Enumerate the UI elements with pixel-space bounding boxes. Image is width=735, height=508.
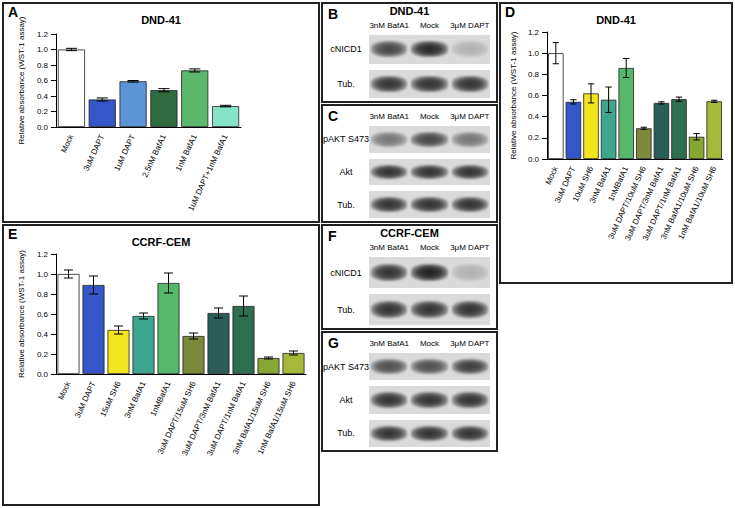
html-text:3nM BafA1: 3nM BafA1 bbox=[369, 112, 409, 121]
svg-text:3uM DAPT/15uM SH6: 3uM DAPT/15uM SH6 bbox=[156, 380, 198, 456]
html-text:Mock: Mock bbox=[419, 21, 439, 30]
html-text:pAKT S473: pAKT S473 bbox=[323, 361, 369, 372]
svg-text:10uM SH6: 10uM SH6 bbox=[571, 165, 596, 204]
svg-text:1.2: 1.2 bbox=[37, 30, 49, 39]
svg-text:1nM BafA1/10uM SH6: 1nM BafA1/10uM SH6 bbox=[677, 165, 719, 241]
svg-text:1uM DAPT+1nM BafA1: 1uM DAPT+1nM BafA1 bbox=[186, 133, 230, 213]
svg-text:0.4: 0.4 bbox=[528, 112, 540, 121]
svg-text:1nMBafA1: 1nMBafA1 bbox=[606, 165, 631, 203]
svg-text:A: A bbox=[8, 4, 19, 20]
svg-text:0.2: 0.2 bbox=[37, 107, 49, 116]
svg-text:1.0: 1.0 bbox=[37, 45, 49, 54]
svg-text:1uM DAPT: 1uM DAPT bbox=[112, 133, 137, 172]
svg-text:2.5nM BafA1: 2.5nM BafA1 bbox=[140, 133, 168, 179]
html-text:cNICD1: cNICD1 bbox=[330, 267, 362, 278]
svg-text:Relative absorbance (WST-1 ass: Relative absorbance (WST-1 assay) bbox=[17, 16, 26, 144]
svg-text:1.2: 1.2 bbox=[37, 250, 49, 259]
html-text:Tub.: Tub. bbox=[337, 78, 355, 89]
svg-text:3nM BafA1: 3nM BafA1 bbox=[587, 165, 613, 205]
html-text:3nM BafA1: 3nM BafA1 bbox=[369, 243, 409, 252]
svg-text:1nM BafA1: 1nM BafA1 bbox=[174, 133, 199, 173]
svg-text:Mock: Mock bbox=[56, 380, 72, 401]
html-text:B: B bbox=[328, 6, 339, 22]
svg-text:0.6: 0.6 bbox=[37, 76, 49, 85]
svg-text:Relative absorbance (WST-1 ass: Relative absorbance (WST-1 assay) bbox=[509, 31, 518, 159]
html-text:Tub.: Tub. bbox=[337, 428, 355, 439]
svg-text:0.2: 0.2 bbox=[528, 133, 540, 142]
svg-text:DND-41: DND-41 bbox=[141, 14, 181, 26]
html-text:3μM DAPT: 3μM DAPT bbox=[450, 243, 490, 252]
html-text:Mock: Mock bbox=[419, 339, 439, 348]
html-text:C: C bbox=[328, 108, 339, 124]
html-text:3nM BafA1: 3nM BafA1 bbox=[369, 339, 409, 348]
svg-text:0.8: 0.8 bbox=[528, 70, 540, 79]
svg-text:Mock: Mock bbox=[544, 165, 560, 186]
html-text:Mock: Mock bbox=[419, 243, 439, 252]
svg-text:0.8: 0.8 bbox=[37, 61, 49, 70]
svg-text:3uM DAPT: 3uM DAPT bbox=[73, 380, 98, 419]
svg-text:3nM BafA1: 3nM BafA1 bbox=[123, 380, 148, 420]
svg-text:1.0: 1.0 bbox=[37, 270, 49, 279]
svg-text:0.8: 0.8 bbox=[37, 290, 49, 299]
svg-text:0.4: 0.4 bbox=[37, 92, 49, 101]
html-text:DND-41: DND-41 bbox=[389, 5, 430, 17]
svg-text:Relative absorbance (WST-1 ass: Relative absorbance (WST-1 assay) bbox=[17, 250, 26, 378]
svg-text:D: D bbox=[505, 4, 515, 20]
svg-text:3uM DAPT/3nM BafA1: 3uM DAPT/3nM BafA1 bbox=[180, 380, 223, 458]
svg-text:3uM DAPT/1nM BafA1: 3uM DAPT/1nM BafA1 bbox=[205, 380, 248, 458]
html-text:3μM DAPT: 3μM DAPT bbox=[450, 112, 490, 121]
svg-text:0.4: 0.4 bbox=[37, 330, 49, 339]
svg-text:3uM DAPT: 3uM DAPT bbox=[552, 165, 578, 205]
html-text:Tub.: Tub. bbox=[337, 304, 355, 315]
svg-text:1nM BafA1/15uM SH6: 1nM BafA1/15uM SH6 bbox=[256, 380, 298, 456]
svg-text:15uM SH6: 15uM SH6 bbox=[98, 380, 122, 418]
svg-text:0.0: 0.0 bbox=[37, 123, 49, 132]
html-text:3μM DAPT: 3μM DAPT bbox=[450, 21, 490, 30]
svg-text:0.2: 0.2 bbox=[37, 350, 49, 359]
svg-text:3uM DAPT/3nM BafA1: 3uM DAPT/3nM BafA1 bbox=[623, 165, 666, 243]
html-text:pAKT S473: pAKT S473 bbox=[323, 134, 369, 145]
svg-text:3uM DAPT/10uM SH6: 3uM DAPT/10uM SH6 bbox=[606, 165, 648, 241]
html-text:Tub.: Tub. bbox=[337, 199, 355, 210]
html-text:G: G bbox=[328, 335, 339, 351]
html-text:Akt: Akt bbox=[339, 167, 353, 177]
svg-text:0.0: 0.0 bbox=[528, 155, 540, 164]
svg-text:3uM DAPT: 3uM DAPT bbox=[82, 133, 107, 172]
svg-text:3uM DAPT/1nM BafA1: 3uM DAPT/1nM BafA1 bbox=[640, 165, 684, 243]
svg-text:CCRF-CEM: CCRF-CEM bbox=[132, 236, 191, 248]
svg-text:0.0: 0.0 bbox=[37, 370, 49, 379]
html-text:Mock: Mock bbox=[419, 112, 439, 121]
html-text:F: F bbox=[328, 228, 337, 244]
svg-text:1.0: 1.0 bbox=[528, 49, 540, 58]
svg-text:1nMBafA1: 1nMBafA1 bbox=[149, 380, 173, 418]
svg-text:DND-41: DND-41 bbox=[596, 14, 636, 26]
svg-text:0.6: 0.6 bbox=[37, 310, 49, 319]
svg-text:3nM BafA1/10uM SH6: 3nM BafA1/10uM SH6 bbox=[658, 165, 701, 241]
svg-text:0.6: 0.6 bbox=[528, 91, 540, 100]
html-text:3μM DAPT: 3μM DAPT bbox=[450, 339, 490, 348]
svg-text:3nM BafA1/15uM SH6: 3nM BafA1/15uM SH6 bbox=[230, 380, 273, 456]
svg-text:1.2: 1.2 bbox=[528, 28, 540, 37]
html-text:Akt: Akt bbox=[339, 395, 353, 405]
html-text:3nM BafA1: 3nM BafA1 bbox=[369, 21, 409, 30]
svg-text:E: E bbox=[8, 226, 17, 242]
html-text:cNICD1: cNICD1 bbox=[330, 44, 362, 55]
svg-text:Mock: Mock bbox=[59, 133, 75, 154]
html-text:CCRF-CEM: CCRF-CEM bbox=[380, 227, 439, 239]
